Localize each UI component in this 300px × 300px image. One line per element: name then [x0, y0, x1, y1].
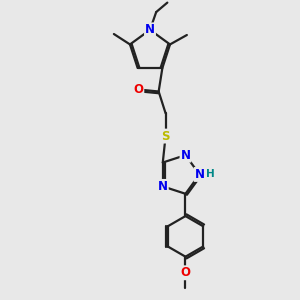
Text: O: O	[133, 83, 143, 96]
Text: S: S	[161, 130, 170, 142]
Text: N: N	[181, 148, 190, 162]
Text: H: H	[206, 169, 214, 179]
Text: O: O	[181, 266, 190, 279]
Text: N: N	[194, 168, 205, 181]
Text: N: N	[158, 180, 168, 193]
Text: N: N	[145, 23, 155, 36]
